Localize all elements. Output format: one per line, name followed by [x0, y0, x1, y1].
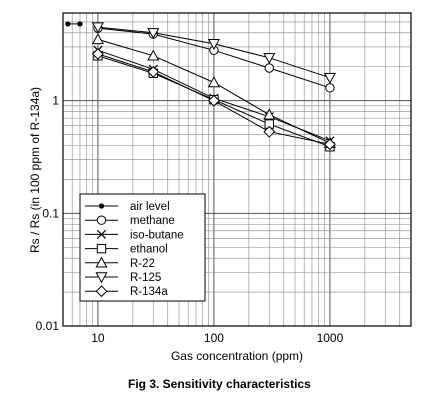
circle-marker	[325, 83, 335, 93]
triangle-up-marker	[207, 76, 220, 88]
legend-label: air level	[130, 201, 170, 213]
x-tick-label: 100	[204, 331, 224, 345]
diamond-marker	[92, 48, 104, 60]
circle-marker	[96, 215, 107, 225]
triangle-up-marker	[147, 49, 160, 61]
series-r-125	[91, 22, 336, 84]
triangle-down-marker	[91, 22, 104, 34]
series-r-134a	[92, 48, 336, 151]
dot-marker	[77, 21, 83, 27]
legend-item: R-134a	[85, 285, 168, 298]
legend-label: methane	[130, 215, 175, 227]
tick-labels: 10 100 1000 0.01 0.1 1	[36, 94, 344, 345]
legend-item: R-22	[85, 256, 155, 270]
y-tick-label: 0.01	[36, 319, 60, 333]
square-marker	[96, 243, 107, 254]
legend-label: ethanol	[130, 244, 168, 256]
diamond-marker	[208, 94, 220, 107]
diamond-marker	[147, 66, 160, 78]
legend-label: R-22	[130, 258, 155, 270]
dot-marker	[98, 203, 105, 209]
legend-item: R-125	[85, 272, 161, 284]
x-axis-title: Gas concentration (ppm)	[171, 349, 303, 363]
diamond-marker	[95, 285, 108, 298]
legend-label: iso-butane	[130, 229, 184, 241]
triangle-down-marker	[263, 53, 276, 65]
x-tick-label: 1000	[317, 331, 344, 345]
triangle-down-marker	[323, 72, 336, 84]
plot-frame	[62, 12, 412, 327]
legend-label: R-134a	[130, 286, 168, 298]
triangle-down-marker	[207, 39, 220, 50]
legend-item: iso-butane	[85, 229, 184, 241]
figure-caption: Fig 3. Sensitivity characteristics	[128, 377, 311, 391]
legend-item: ethanol	[85, 244, 168, 256]
dot-marker	[65, 21, 71, 27]
legend-item: air level	[85, 201, 170, 213]
series-layer	[65, 21, 336, 152]
x-marker-stroke	[96, 229, 107, 240]
series-air-level	[65, 21, 83, 27]
legend: air level methane iso-butane ethanol R-22 R-1…	[79, 193, 206, 302]
triangle-up-marker	[95, 256, 108, 268]
x-tick-label: 10	[91, 331, 105, 345]
y-tick-label: 0.1	[42, 206, 59, 220]
y-tick-label: 1	[52, 94, 59, 108]
diamond-marker	[263, 125, 276, 138]
legend-label: R-125	[130, 272, 161, 284]
x-marker	[96, 229, 107, 240]
triangle-up-marker	[263, 108, 276, 120]
triangle-up-marker	[91, 33, 104, 45]
triangle-down-marker	[147, 28, 160, 40]
y-axis-title: Rs / Rs (in 100 ppm of R-134a)	[28, 87, 42, 253]
diamond-marker	[324, 138, 336, 151]
circle-marker	[264, 63, 274, 73]
triangle-down-marker	[95, 272, 108, 284]
legend-item: methane	[85, 215, 175, 227]
